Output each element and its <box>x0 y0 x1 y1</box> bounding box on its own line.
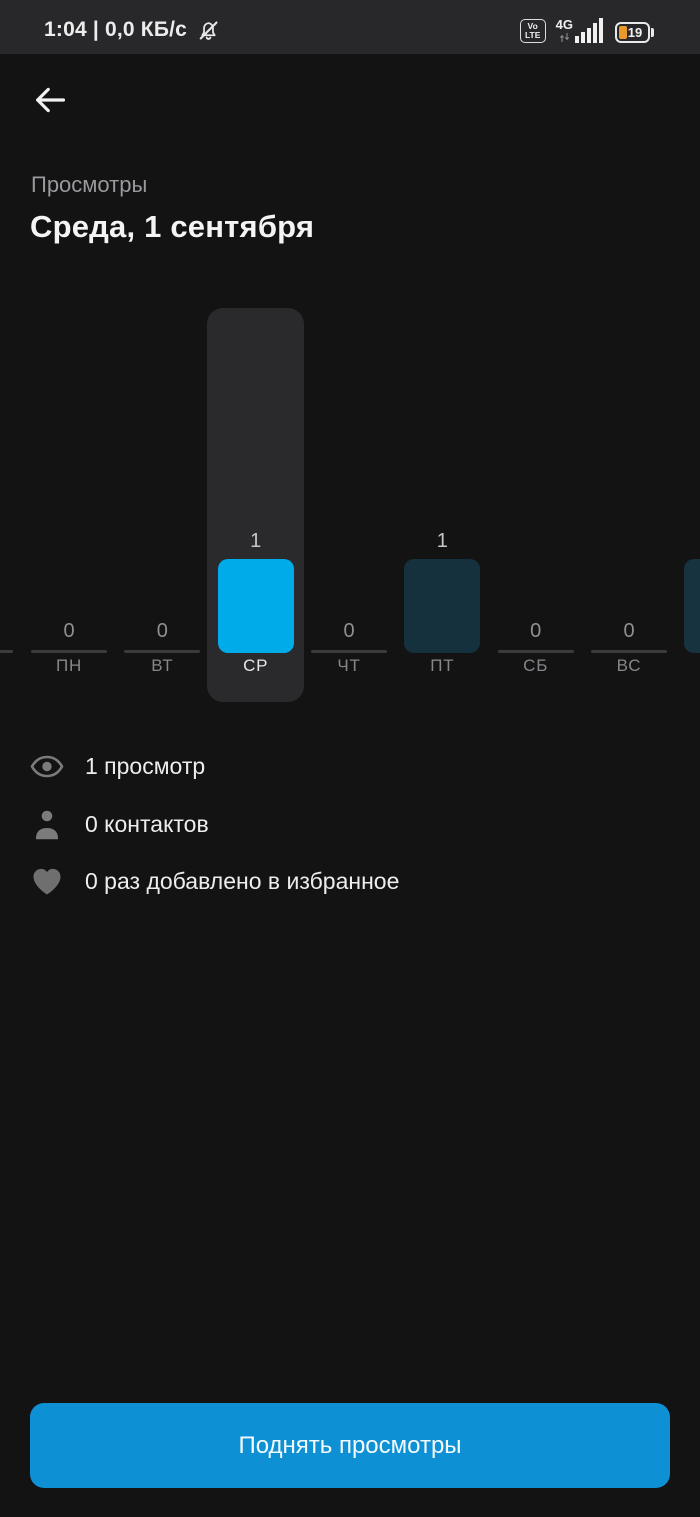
battery-icon: 19 <box>615 22 654 43</box>
day-zero-baseline <box>591 650 667 653</box>
day-label: ПТ <box>430 656 455 675</box>
chart-day-ЧТ[interactable]: 0 ЧТ <box>302 290 396 720</box>
chart-day-ВТ[interactable]: 0 ВТ <box>115 290 209 720</box>
person-icon <box>30 808 64 841</box>
stats-list: 1 просмотр 0 контактов 0 раз добавлено в и… <box>30 738 399 911</box>
back-arrow-icon <box>31 81 69 119</box>
day-label: ЧТ <box>337 656 361 675</box>
day-label: ПН <box>55 656 83 675</box>
stat-row: 0 раз добавлено в избранное <box>30 853 399 911</box>
battery-fill <box>619 26 627 39</box>
day-zero-baseline <box>311 650 387 653</box>
stat-row: 1 просмотр <box>30 738 399 796</box>
day-label: ВТ <box>151 656 174 675</box>
prev-day-partial-baseline <box>0 650 13 653</box>
chart-day-ВС[interactable]: 0 ВС <box>582 290 676 720</box>
chart-day-ПТ[interactable]: 1 ПТ <box>395 290 489 720</box>
eye-icon <box>30 754 64 779</box>
bell-muted-icon <box>196 18 221 43</box>
stat-label: 1 просмотр <box>85 753 206 780</box>
day-zero-baseline <box>497 650 574 653</box>
stat-label: 0 раз добавлено в избранное <box>85 868 400 895</box>
day-value: 0 <box>530 620 542 642</box>
boost-views-button[interactable]: Поднять просмотры <box>30 1403 670 1488</box>
day-zero-baseline <box>31 650 107 653</box>
day-bar <box>217 559 294 653</box>
day-value: 1 <box>250 530 262 552</box>
day-zero-baseline <box>124 650 201 653</box>
chart-day-ПН[interactable]: 0 ПН <box>22 290 116 720</box>
section-subtitle: Просмотры <box>31 172 148 197</box>
stat-row: 0 контактов <box>30 796 399 854</box>
day-label: СБ <box>523 656 549 675</box>
back-button[interactable] <box>28 78 72 122</box>
battery-percent: 19 <box>627 25 643 40</box>
day-value: 1 <box>436 530 448 552</box>
day-value: 0 <box>623 620 635 642</box>
status-bar: 1:04 | 0,0 КБ/с Vo LTE 4G <box>0 0 700 54</box>
stat-label: 0 контактов <box>85 810 209 837</box>
day-label: ВС <box>616 656 642 675</box>
signal-bars-icon <box>575 18 603 43</box>
chart-day-СР[interactable]: 1 СР <box>206 290 304 720</box>
chart-day-СБ[interactable]: 0 СБ <box>489 290 583 720</box>
network-type-label: 4G <box>555 17 573 32</box>
heart-icon <box>30 867 64 896</box>
cellular-signal-icon: 4G <box>556 17 605 43</box>
views-bar-chart: 0 ПН 0 ВТ 1 СР 0 ЧТ 1 ПТ 0 СБ 0 ВС <box>0 290 700 720</box>
day-value: 0 <box>63 620 75 642</box>
day-value: 0 <box>343 620 355 642</box>
day-value: 0 <box>156 620 168 642</box>
day-label: СР <box>243 656 269 675</box>
page-title: Среда, 1 сентября <box>30 209 315 244</box>
status-time-network: 1:04 | 0,0 КБ/с <box>44 18 188 41</box>
volte-icon: Vo LTE <box>519 19 546 43</box>
next-day-partial-bar <box>684 559 700 653</box>
day-bar <box>404 559 481 653</box>
